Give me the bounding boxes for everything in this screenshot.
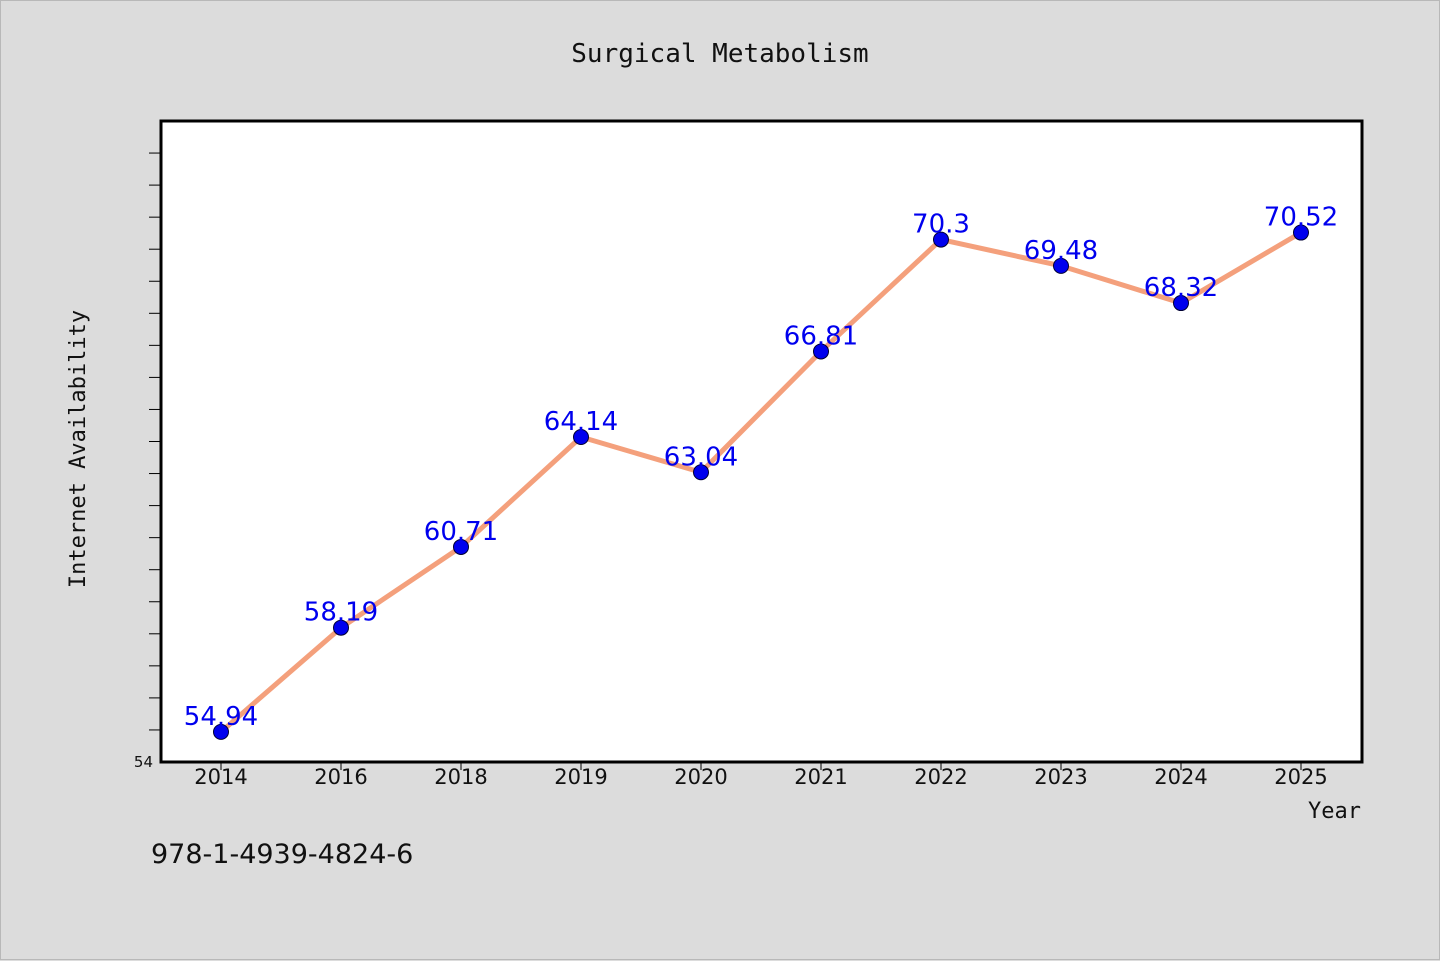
data-label: 70.52 bbox=[1264, 203, 1338, 233]
data-point bbox=[693, 464, 709, 481]
data-label: 64.14 bbox=[544, 407, 618, 437]
x-tick-label: 2014 bbox=[194, 765, 247, 789]
data-markers bbox=[213, 224, 1309, 740]
x-tick-label: 2019 bbox=[554, 765, 607, 789]
data-label: 68.32 bbox=[1144, 273, 1218, 303]
plot-area bbox=[159, 119, 1364, 764]
x-tick-label: 2023 bbox=[1034, 765, 1087, 789]
data-labels: 54.94 58.19 60.71 64.14 63.04 66.81 70.3 69.48 6… bbox=[184, 203, 1338, 732]
data-point bbox=[453, 538, 469, 555]
data-point bbox=[1053, 257, 1069, 274]
x-tick-label: 2020 bbox=[674, 765, 727, 789]
data-point bbox=[933, 231, 949, 248]
data-label: 63.04 bbox=[664, 442, 738, 472]
data-label: 58.19 bbox=[304, 598, 378, 628]
data-label: 54.94 bbox=[184, 702, 258, 732]
x-tick-label: 2025 bbox=[1274, 765, 1327, 789]
data-label: 66.81 bbox=[784, 321, 858, 351]
data-label: 69.48 bbox=[1024, 236, 1098, 266]
x-tick-label: 2022 bbox=[914, 765, 967, 789]
x-axis-ticks bbox=[220, 762, 1302, 770]
data-point bbox=[813, 343, 829, 360]
data-point bbox=[573, 429, 589, 446]
y-tick-label: 54 bbox=[134, 753, 153, 771]
series-line bbox=[219, 230, 1303, 734]
data-point bbox=[1293, 224, 1309, 241]
x-tick-label: 2024 bbox=[1154, 765, 1207, 789]
x-tick-label: 2018 bbox=[434, 765, 487, 789]
data-point bbox=[333, 619, 349, 636]
data-label: 60.71 bbox=[424, 517, 498, 547]
footer-isbn: 978-1-4939-4824-6 bbox=[151, 839, 413, 870]
y-axis-title: Internet Availability bbox=[66, 310, 91, 588]
x-axis-title: Year bbox=[1308, 799, 1361, 824]
y-axis-ticks bbox=[149, 152, 161, 731]
data-point bbox=[1173, 295, 1189, 312]
data-label: 70.3 bbox=[912, 210, 970, 240]
x-tick-label: 2021 bbox=[794, 765, 847, 789]
chart-title: Surgical Metabolism bbox=[571, 39, 868, 69]
x-tick-labels: 2014 2016 2018 2019 2020 2021 2022 2023 2024 2025 bbox=[194, 765, 1327, 789]
x-tick-label: 2016 bbox=[314, 765, 367, 789]
data-point bbox=[213, 723, 229, 740]
